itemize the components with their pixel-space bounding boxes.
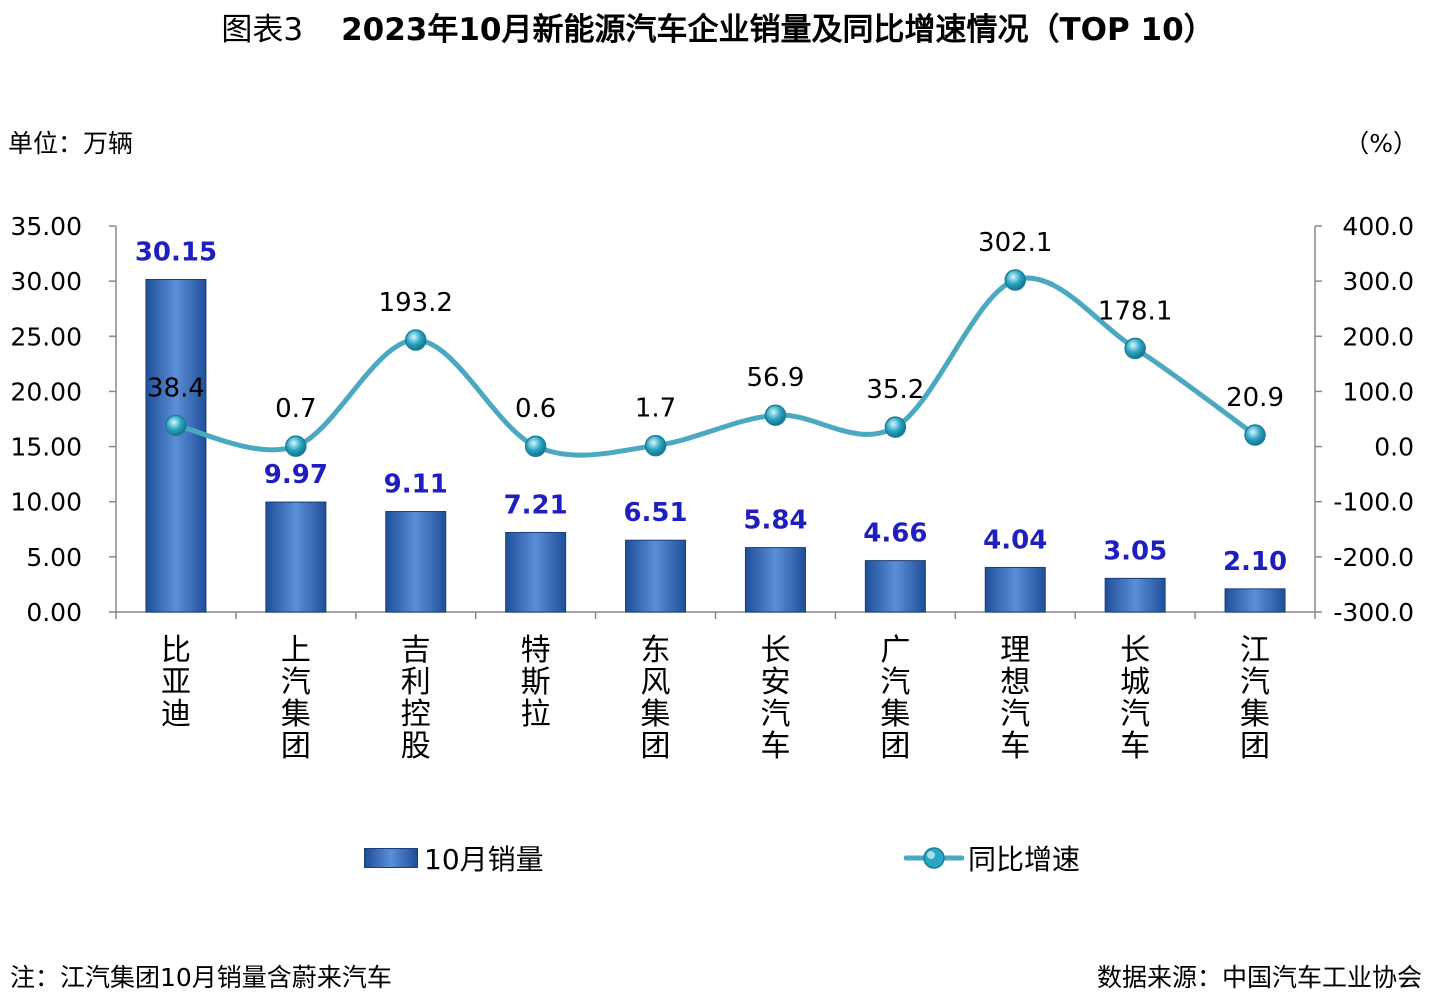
growth-value-label: 193.2 xyxy=(379,288,453,318)
category-label: 长城汽车 xyxy=(1120,633,1150,764)
chart-legend: 10月销量 同比增速 xyxy=(0,838,1436,878)
bar-sales xyxy=(385,511,447,613)
chart-title: 2023年10月新能源汽车企业销量及同比增速情况（TOP 10） xyxy=(341,12,1215,48)
category-label: 比亚迪 xyxy=(161,633,191,732)
bar-sales xyxy=(265,501,327,613)
right-tick-label: -100.0 xyxy=(1333,488,1414,517)
bar-value-label: 5.84 xyxy=(743,506,807,536)
bar-sales xyxy=(1224,588,1286,613)
left-tick-label: 30.00 xyxy=(10,267,82,296)
right-tick-label: -200.0 xyxy=(1333,543,1414,572)
category-label: 吉利控股 xyxy=(401,633,431,764)
category-label: 广汽集团 xyxy=(880,633,910,764)
left-axis-unit: 单位：万辆 xyxy=(8,129,134,158)
left-tick-label: 25.00 xyxy=(10,322,82,351)
growth-point xyxy=(1124,337,1146,360)
left-tick-label: 15.00 xyxy=(10,433,82,462)
bar-value-label: 9.97 xyxy=(264,460,328,490)
growth-value-label: 0.6 xyxy=(515,394,556,424)
bar-value-label: 6.51 xyxy=(623,498,687,528)
left-tick-label: 5.00 xyxy=(26,543,82,572)
legend-item-sales: 10月销量 xyxy=(364,838,544,878)
footnote: 注：江汽集团10月销量含蔚来汽车 xyxy=(10,963,392,992)
right-tick-label: 200.0 xyxy=(1342,322,1414,351)
data-source: 数据来源：中国汽车工业协会 xyxy=(1096,963,1422,992)
legend-line-swatch xyxy=(904,847,964,869)
bar-value-label: 7.21 xyxy=(504,490,568,520)
category-label: 江汽集团 xyxy=(1240,633,1270,764)
category-label: 理想汽车 xyxy=(1000,633,1030,764)
growth-point xyxy=(524,435,547,457)
legend-item-growth: 同比增速 xyxy=(904,838,1080,878)
category-label: 特斯拉 xyxy=(521,633,551,732)
bar-value-label: 2.10 xyxy=(1223,547,1287,577)
growth-value-label: 178.1 xyxy=(1098,296,1172,326)
growth-point xyxy=(884,416,907,438)
legend-label-sales: 10月销量 xyxy=(424,843,544,876)
growth-value-label: 302.1 xyxy=(978,228,1052,258)
growth-value-label: 20.9 xyxy=(1226,383,1284,413)
right-axis-unit: （%） xyxy=(1344,129,1418,158)
right-tick-label: 100.0 xyxy=(1342,377,1414,406)
bar-value-label: 4.04 xyxy=(983,525,1047,555)
growth-value-label: 38.4 xyxy=(147,373,205,403)
bar-value-label: 30.15 xyxy=(135,237,217,267)
growth-point xyxy=(1004,269,1026,291)
growth-point xyxy=(405,329,427,351)
growth-value-label: 35.2 xyxy=(866,375,924,405)
category-label: 长安汽车 xyxy=(760,633,790,764)
growth-value-label: 56.9 xyxy=(747,363,805,393)
right-tick-label: 0.0 xyxy=(1374,433,1414,462)
left-tick-label: 0.00 xyxy=(26,598,82,627)
bar-sales xyxy=(145,278,207,613)
bar-sales xyxy=(1104,577,1166,613)
growth-point xyxy=(644,434,667,457)
left-tick-label: 20.00 xyxy=(10,377,82,406)
left-tick-label: 35.00 xyxy=(10,212,82,241)
bar-value-label: 4.66 xyxy=(863,519,927,549)
chart-title-row: 图表3 2023年10月新能源汽车企业销量及同比增速情况（TOP 10） xyxy=(0,4,1436,49)
bar-sales xyxy=(864,560,926,613)
growth-value-label: 1.7 xyxy=(635,394,676,424)
growth-value-label: 0.7 xyxy=(275,394,316,424)
category-label: 东风集团 xyxy=(641,633,671,764)
bar-value-label: 3.05 xyxy=(1103,536,1167,566)
bar-sales xyxy=(744,547,806,613)
bar-sales xyxy=(505,531,567,613)
bar-sales xyxy=(984,566,1046,613)
legend-label-growth: 同比增速 xyxy=(968,843,1081,876)
bar-sales xyxy=(625,539,687,613)
growth-point xyxy=(285,435,307,457)
growth-point xyxy=(165,414,187,437)
bar-value-label: 9.11 xyxy=(384,470,448,500)
growth-point xyxy=(764,404,787,426)
category-label: 上汽集团 xyxy=(281,633,311,764)
right-tick-label: 300.0 xyxy=(1342,267,1414,296)
right-tick-label: 400.0 xyxy=(1342,212,1414,241)
growth-line xyxy=(173,275,1258,458)
figure-label: 图表3 xyxy=(221,12,304,48)
right-tick-label: -300.0 xyxy=(1333,598,1414,627)
growth-point xyxy=(1244,424,1266,446)
left-tick-label: 10.00 xyxy=(10,488,82,517)
legend-bar-swatch xyxy=(364,848,418,868)
